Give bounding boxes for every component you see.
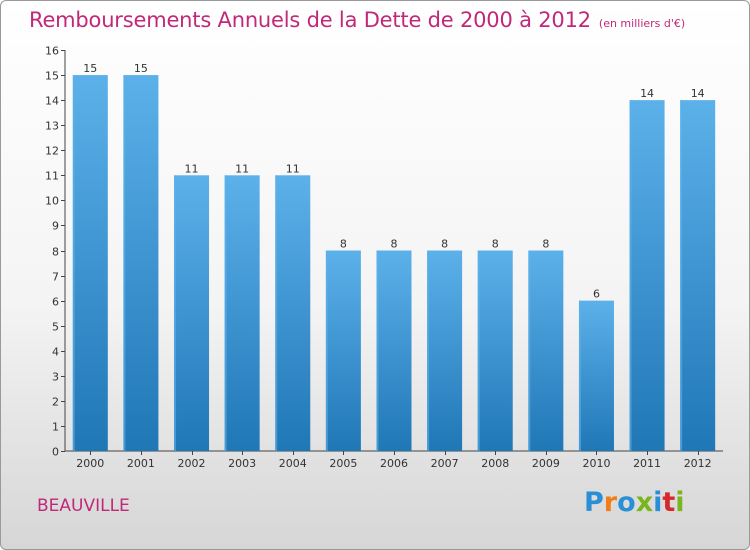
logo-letter: i <box>675 487 685 518</box>
y-tick-label: 13 <box>45 120 59 133</box>
x-tick-label: 2008 <box>481 457 509 470</box>
x-tick-label: 2001 <box>127 457 155 470</box>
bar-highlight <box>224 175 227 451</box>
bar <box>680 100 716 451</box>
chart-title-text: Remboursements Annuels de la Dette de 20… <box>29 8 591 32</box>
logo-letter: r <box>603 487 618 518</box>
logo-letter: t <box>662 487 676 518</box>
x-tick-label: 2003 <box>228 457 256 470</box>
bar <box>376 250 412 451</box>
bar-highlight <box>123 75 126 451</box>
x-tick-label: 2011 <box>633 457 661 470</box>
bar-highlight <box>629 100 632 451</box>
data-label: 14 <box>640 87 654 100</box>
bar-highlight <box>275 175 278 451</box>
bar <box>629 100 665 451</box>
y-tick-label: 11 <box>45 170 59 183</box>
data-label: 8 <box>340 238 347 251</box>
y-tick-label: 6 <box>52 296 59 309</box>
bar-highlight <box>680 100 683 451</box>
commune-name: BEAUVILLE <box>37 496 130 516</box>
proxiti-logo: Proxiti <box>584 487 685 518</box>
bar-highlight <box>528 250 531 451</box>
y-tick-label: 3 <box>52 371 59 384</box>
bar <box>427 250 463 451</box>
y-tick-label: 4 <box>52 346 59 359</box>
data-label: 15 <box>134 62 148 75</box>
y-tick-label: 0 <box>52 446 59 459</box>
bar <box>123 75 159 451</box>
data-label: 11 <box>286 162 300 175</box>
logo-letter: P <box>584 487 604 518</box>
bar-highlight <box>578 300 581 451</box>
x-tick-label: 2012 <box>684 457 712 470</box>
x-tick-label: 2002 <box>178 457 206 470</box>
y-tick-label: 14 <box>45 95 59 108</box>
x-tick-label: 2009 <box>532 457 560 470</box>
x-tick-label: 2005 <box>329 457 357 470</box>
y-tick-label: 9 <box>52 220 59 233</box>
y-tick-label: 2 <box>52 396 59 409</box>
bar <box>528 250 564 451</box>
bar-highlight <box>325 250 328 451</box>
bar <box>224 175 260 451</box>
bar-highlight <box>427 250 430 451</box>
y-tick-label: 10 <box>45 195 59 208</box>
data-label: 8 <box>391 238 398 251</box>
chart-subtitle: (en milliers d'€) <box>598 17 686 30</box>
data-label: 14 <box>691 87 705 100</box>
data-label: 8 <box>441 238 448 251</box>
bar-highlight <box>72 75 75 451</box>
x-tick-label: 2004 <box>279 457 307 470</box>
y-tick-label: 16 <box>45 45 59 58</box>
y-tick-label: 7 <box>52 271 59 284</box>
x-tick-label: 2010 <box>582 457 610 470</box>
y-tick-label: 15 <box>45 70 59 83</box>
data-label: 6 <box>593 288 600 301</box>
data-label: 11 <box>235 162 249 175</box>
y-tick-label: 8 <box>52 246 59 259</box>
chart-title: Remboursements Annuels de la Dette de 20… <box>29 8 685 32</box>
data-label: 8 <box>492 238 499 251</box>
y-tick-label: 5 <box>52 321 59 334</box>
logo-letter: o <box>617 487 636 518</box>
y-tick-label: 12 <box>45 145 59 158</box>
bar <box>477 250 513 451</box>
bar <box>72 75 108 451</box>
data-label: 8 <box>542 238 549 251</box>
logo-letter: i <box>653 487 663 518</box>
x-tick-label: 2007 <box>431 457 459 470</box>
bar <box>325 250 361 451</box>
bar-highlight <box>477 250 480 451</box>
bar-highlight <box>376 250 379 451</box>
bar-highlight <box>174 175 177 451</box>
bar <box>174 175 210 451</box>
x-tick-label: 2006 <box>380 457 408 470</box>
data-label: 11 <box>185 162 199 175</box>
logo-letter: x <box>635 487 654 518</box>
bar <box>275 175 311 451</box>
y-tick-label: 1 <box>52 421 59 434</box>
bar <box>578 300 614 451</box>
x-tick-label: 2000 <box>76 457 104 470</box>
data-label: 15 <box>83 62 97 75</box>
